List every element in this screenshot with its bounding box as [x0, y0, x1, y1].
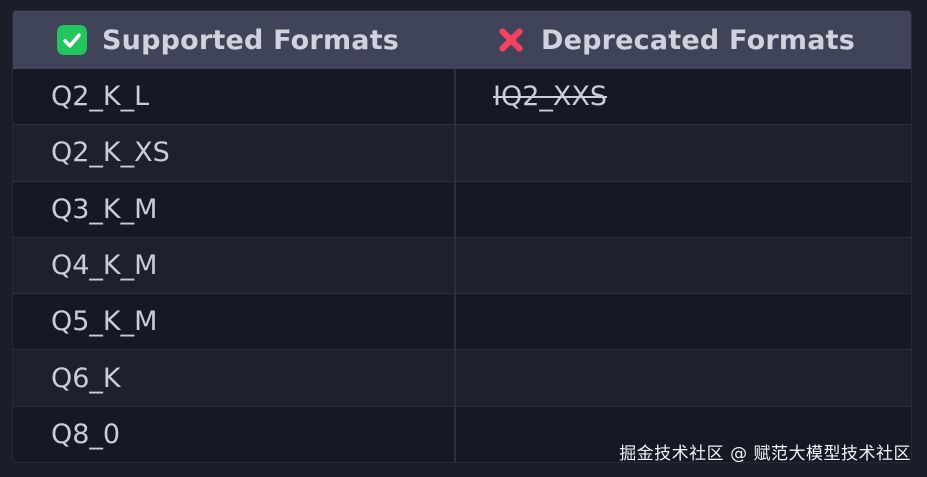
- watermark: 掘金技术社区 @ 赋范大模型技术社区: [619, 444, 911, 464]
- table-row: Q2_K_L IQ2_XXS: [13, 69, 911, 125]
- supported-format-cell: Q2_K_XS: [13, 125, 456, 181]
- supported-format-cell: Q2_K_L: [13, 69, 456, 125]
- deprecated-format-cell: [456, 125, 911, 180]
- table-row: Q3_K_M: [13, 180, 911, 237]
- cross-icon: [499, 28, 523, 52]
- table-row: Q8_0: [13, 405, 911, 462]
- table-row: Q6_K: [13, 349, 911, 406]
- supported-formats-header: Supported Formats: [13, 11, 456, 69]
- deprecated-formats-header: Deprecated Formats: [456, 11, 911, 69]
- supported-formats-header-label: Supported Formats: [102, 24, 400, 56]
- table-row: Q4_K_M: [13, 236, 911, 294]
- supported-format-cell: Q8_0: [13, 406, 456, 462]
- supported-format-cell: Q5_K_M: [13, 294, 456, 350]
- supported-format-cell: Q4_K_M: [13, 237, 456, 294]
- deprecated-format-cell: [456, 350, 911, 405]
- deprecated-format-cell: IQ2_XXS: [493, 81, 608, 113]
- check-icon: [57, 25, 87, 55]
- supported-format-cell: Q6_K: [13, 350, 456, 406]
- deprecated-formats-header-label: Deprecated Formats: [541, 24, 855, 56]
- table-row: Q2_K_XS: [13, 124, 911, 181]
- deprecated-format-cell: [456, 238, 911, 293]
- table-body: Q2_K_L IQ2_XXS Q2_K_XS Q3_K_M Q4_K_M Q5_…: [13, 69, 911, 462]
- deprecated-format-cell: [456, 182, 911, 237]
- deprecated-format-cell: [456, 294, 911, 349]
- supported-format-cell: Q3_K_M: [13, 181, 456, 237]
- table-header-row: Supported Formats Deprecated Formats: [13, 11, 911, 69]
- formats-table: Supported Formats Deprecated Formats Q2_…: [12, 10, 912, 463]
- table-row: Q5_K_M: [13, 293, 911, 350]
